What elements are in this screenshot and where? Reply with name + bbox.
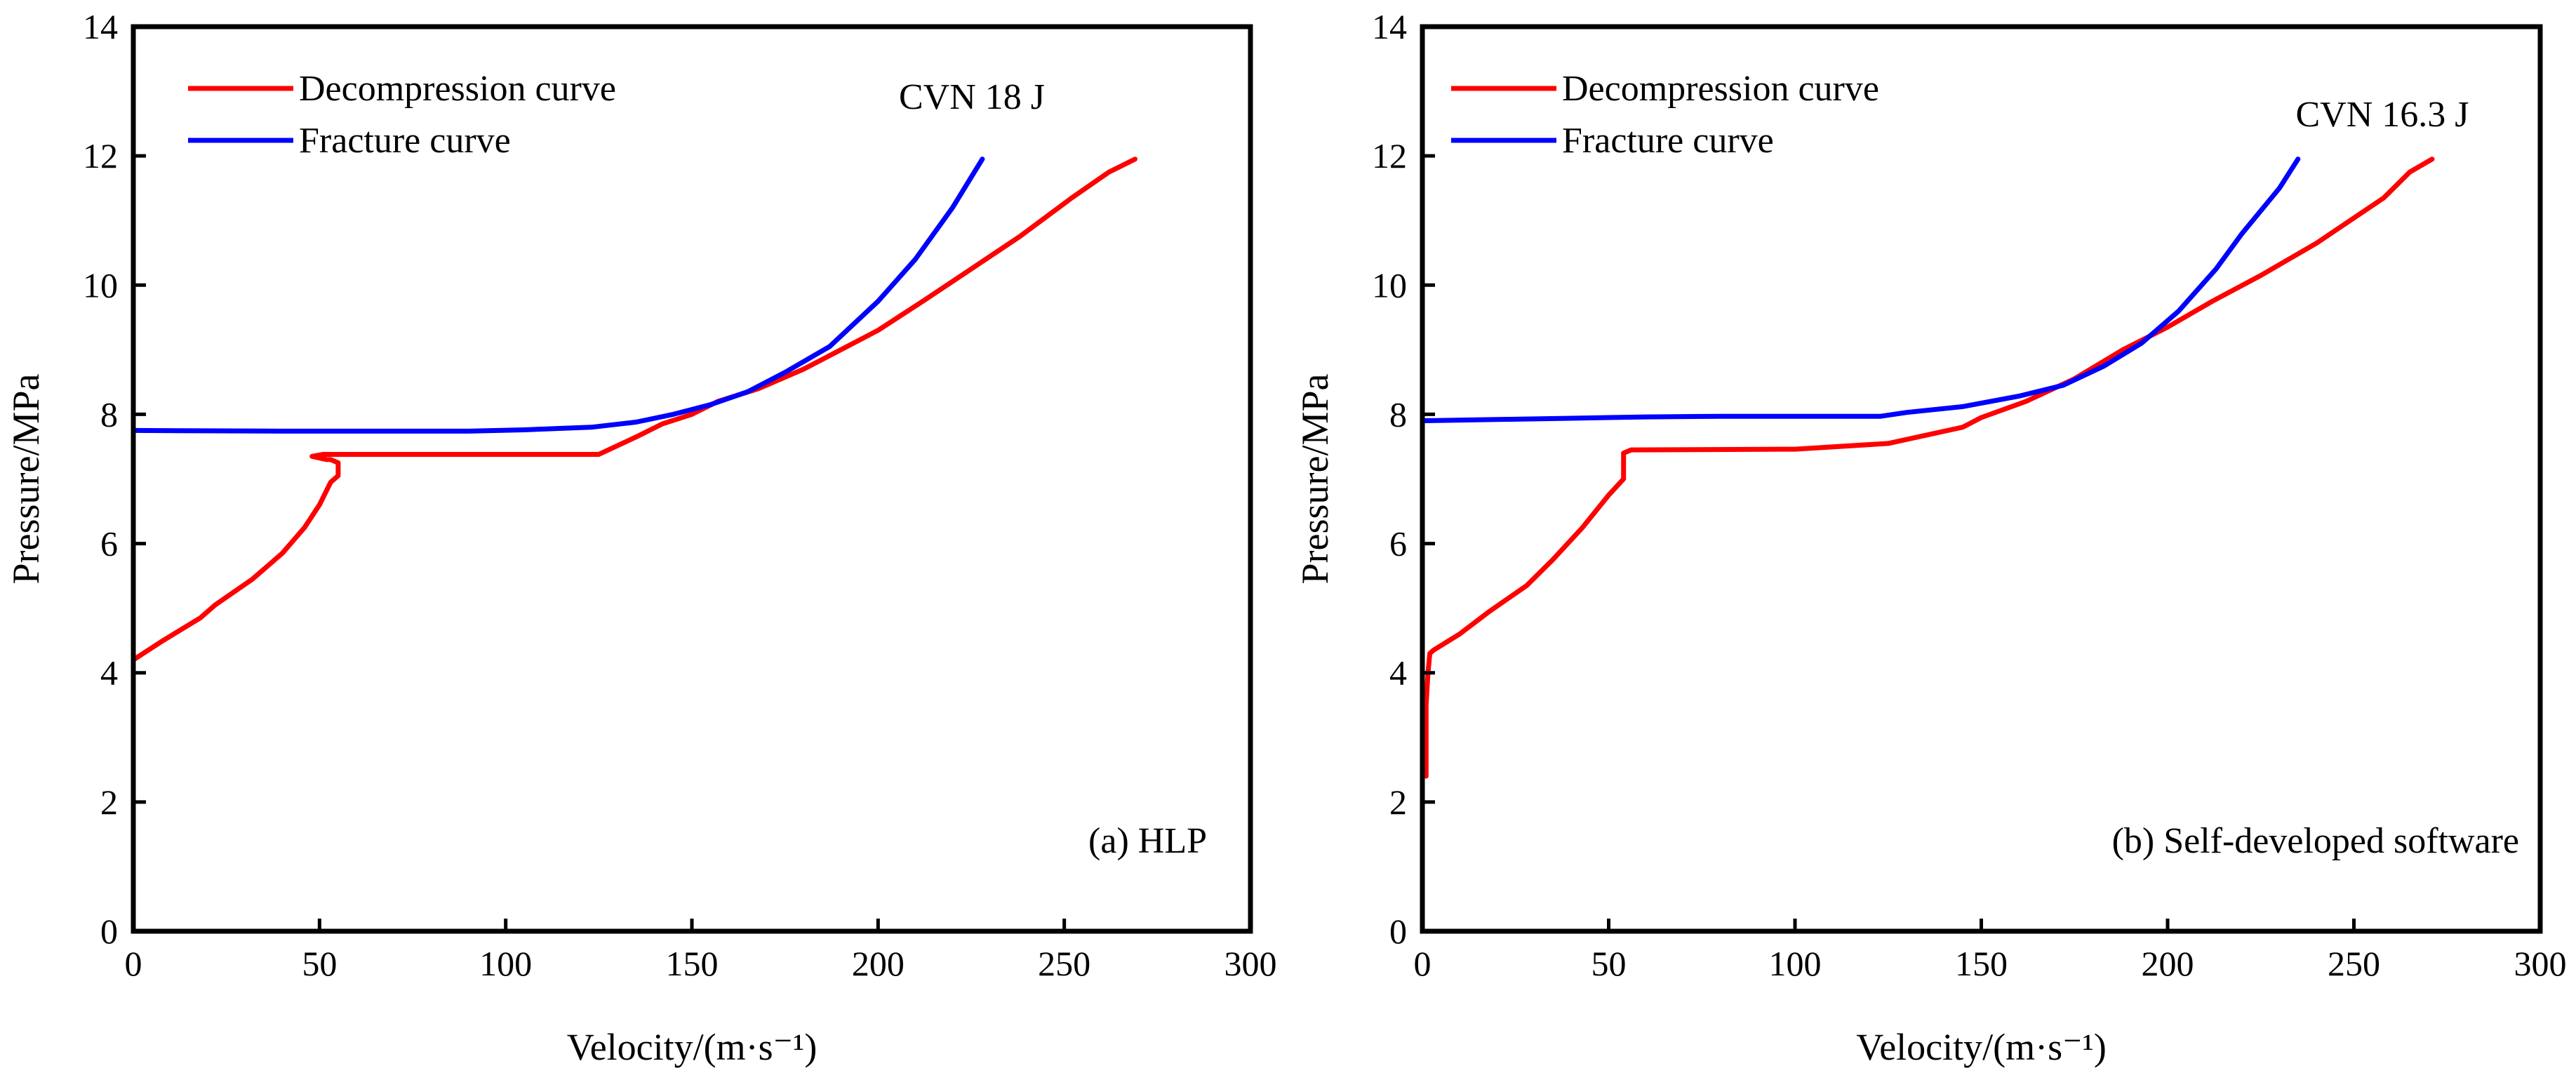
y-tick-label: 4 bbox=[1389, 653, 1407, 693]
x-tick-label: 250 bbox=[1038, 944, 1090, 983]
panel-label: (a) HLP bbox=[1088, 821, 1207, 861]
x-tick-label: 100 bbox=[1769, 944, 1822, 983]
plot-frame bbox=[1420, 24, 2543, 934]
x-tick-label: 200 bbox=[852, 944, 905, 983]
x-tick-label: 250 bbox=[2328, 944, 2380, 983]
y-axis-title: Pressure/MPa bbox=[1294, 373, 1336, 584]
plot-frame bbox=[131, 24, 1253, 934]
x-tick-label: 100 bbox=[479, 944, 532, 983]
x-tick-label: 300 bbox=[1224, 944, 1277, 983]
cvn-annotation: CVN 18 J bbox=[899, 77, 1045, 117]
y-tick-label: 6 bbox=[100, 524, 118, 564]
legend: Decompression curve Fracture curve bbox=[1451, 69, 1879, 161]
y-tick-label: 2 bbox=[1389, 782, 1407, 822]
x-tick-label: 50 bbox=[1591, 944, 1627, 983]
x-tick-label: 50 bbox=[302, 944, 337, 983]
y-tick-label: 8 bbox=[1389, 394, 1407, 434]
y-tick-label: 12 bbox=[83, 136, 118, 175]
y-tick-label: 6 bbox=[1389, 524, 1407, 564]
series-line-fracture-curve bbox=[1420, 156, 2301, 424]
legend-label: Decompression curve bbox=[299, 69, 616, 109]
legend-label: Decompression curve bbox=[1562, 69, 1879, 109]
y-tick-label: 10 bbox=[1372, 265, 1407, 305]
y-tick-label: 10 bbox=[83, 265, 118, 305]
legend-label: Fracture curve bbox=[299, 121, 511, 161]
x-tick-label: 150 bbox=[666, 944, 719, 983]
series-line-decompression-curve bbox=[1423, 156, 2435, 779]
y-tick-label: 2 bbox=[100, 782, 118, 822]
y-tick-label: 4 bbox=[100, 653, 118, 693]
y-tick-label: 12 bbox=[1372, 136, 1407, 175]
y-tick-label: 14 bbox=[1372, 7, 1407, 46]
cvn-annotation: CVN 16.3 J bbox=[2295, 95, 2469, 135]
y-tick-label: 14 bbox=[83, 7, 118, 46]
x-tick-label: 300 bbox=[2514, 944, 2567, 983]
x-axis-title: Velocity/(m·s⁻¹) bbox=[567, 1026, 817, 1068]
x-tick-label: 0 bbox=[125, 944, 142, 983]
series-line-decompression-curve bbox=[131, 156, 1137, 662]
chart-panel-a: 0 50 100 150 200 250 300 0 2 4 6 8 10 12 14 Velocity/(m… bbox=[5, 7, 1277, 1068]
y-tick-label: 8 bbox=[100, 394, 118, 434]
x-tick-label: 150 bbox=[1955, 944, 2008, 983]
y-tick-label: 0 bbox=[1389, 912, 1407, 951]
x-axis-title: Velocity/(m·s⁻¹) bbox=[1856, 1026, 2107, 1068]
y-tick-label: 0 bbox=[100, 912, 118, 951]
legend: Decompression curve Fracture curve bbox=[188, 69, 616, 161]
series-line-fracture-curve bbox=[131, 156, 985, 434]
chart-panel-b: 0 50 100 150 200 250 300 0 2 4 6 8 10 12 14 Velocity/(m… bbox=[1294, 7, 2567, 1068]
y-axis-title: Pressure/MPa bbox=[5, 373, 47, 584]
x-tick-label: 0 bbox=[1414, 944, 1432, 983]
x-tick-label: 200 bbox=[2142, 944, 2194, 983]
legend-label: Fracture curve bbox=[1562, 121, 1774, 161]
panel-label: (b) Self-developed software bbox=[2112, 821, 2519, 861]
